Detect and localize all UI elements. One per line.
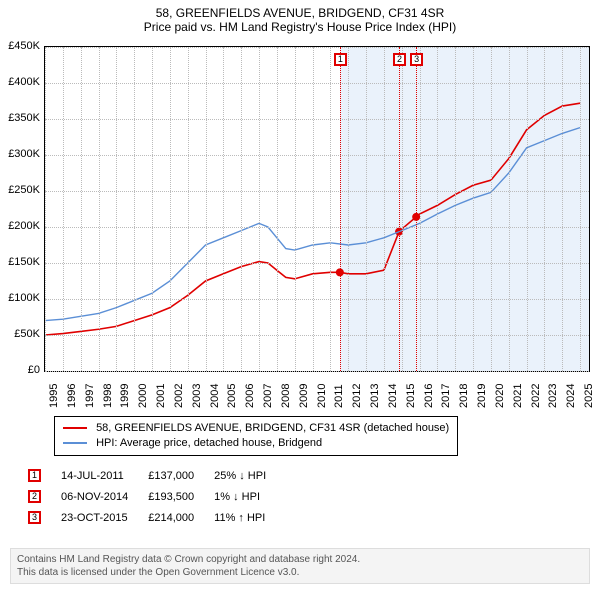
legend-swatch [63, 427, 87, 429]
x-tick-label: 2017 [440, 384, 452, 408]
event-price: £214,000 [148, 508, 212, 527]
price-chart: 1 23 [44, 46, 590, 372]
y-tick-label: £250K [4, 184, 40, 196]
x-tick-label: 2009 [298, 384, 310, 408]
x-tick-label: 2005 [226, 384, 238, 408]
x-tick-label: 2008 [280, 384, 292, 408]
legend-label: 58, GREENFIELDS AVENUE, BRIDGEND, CF31 4… [96, 422, 449, 434]
x-tick-label: 1999 [119, 384, 131, 408]
event-marker: 3 [410, 53, 423, 66]
event-marker-cell: 3 [28, 511, 41, 524]
y-tick-label: £0 [4, 364, 40, 376]
x-tick-label: 2019 [476, 384, 488, 408]
event-date: 23-OCT-2015 [61, 508, 146, 527]
event-row: 2 06-NOV-2014£193,5001% ↓ HPI [28, 487, 284, 506]
x-tick-label: 2001 [155, 384, 167, 408]
event-row: 1 14-JUL-2011£137,00025% ↓ HPI [28, 466, 284, 485]
x-tick-label: 2000 [137, 384, 149, 408]
chart-legend: 58, GREENFIELDS AVENUE, BRIDGEND, CF31 4… [54, 416, 458, 456]
y-tick-label: £200K [4, 220, 40, 232]
x-tick-label: 2003 [191, 384, 203, 408]
y-tick-label: £150K [4, 256, 40, 268]
x-tick-label: 1995 [48, 384, 60, 408]
x-tick-label: 2013 [369, 384, 381, 408]
legend-label: HPI: Average price, detached house, Brid… [96, 437, 322, 449]
event-marker: 2 [393, 53, 406, 66]
x-tick-label: 1997 [84, 384, 96, 408]
x-tick-label: 2016 [423, 384, 435, 408]
chart-container: 58, GREENFIELDS AVENUE, BRIDGEND, CF31 4… [0, 0, 600, 590]
x-tick-label: 2022 [530, 384, 542, 408]
x-tick-label: 2002 [173, 384, 185, 408]
x-tick-label: 2021 [512, 384, 524, 408]
footer-line: Contains HM Land Registry data © Crown c… [17, 553, 583, 566]
x-tick-label: 2020 [494, 384, 506, 408]
event-row: 3 23-OCT-2015£214,00011% ↑ HPI [28, 508, 284, 527]
event-price: £137,000 [148, 466, 212, 485]
x-tick-label: 2011 [333, 384, 345, 408]
event-marker-cell: 2 [28, 490, 41, 503]
x-tick-label: 2006 [244, 384, 256, 408]
y-tick-label: £100K [4, 292, 40, 304]
y-tick-label: £300K [4, 148, 40, 160]
x-tick-label: 2007 [262, 384, 274, 408]
x-tick-label: 2015 [405, 384, 417, 408]
attribution-footer: Contains HM Land Registry data © Crown c… [10, 548, 590, 584]
x-tick-label: 2025 [583, 384, 595, 408]
x-tick-label: 1998 [102, 384, 114, 408]
x-tick-label: 2014 [387, 384, 399, 408]
x-tick-label: 1996 [66, 384, 78, 408]
event-date: 06-NOV-2014 [61, 487, 146, 506]
y-tick-label: £400K [4, 76, 40, 88]
event-delta: 1% ↓ HPI [214, 487, 284, 506]
event-marker-cell: 1 [28, 469, 41, 482]
y-tick-label: £450K [4, 40, 40, 52]
events-table: 1 14-JUL-2011£137,00025% ↓ HPI 2 06-NOV-201… [26, 464, 286, 529]
y-tick-label: £50K [4, 328, 40, 340]
page-title: 58, GREENFIELDS AVENUE, BRIDGEND, CF31 4… [0, 0, 600, 20]
footer-line: This data is licensed under the Open Gov… [17, 566, 583, 579]
event-price: £193,500 [148, 487, 212, 506]
page-subtitle: Price paid vs. HM Land Registry's House … [0, 20, 600, 36]
event-delta: 11% ↑ HPI [214, 508, 284, 527]
event-date: 14-JUL-2011 [61, 466, 146, 485]
x-tick-label: 2012 [351, 384, 363, 408]
chart-svg [45, 47, 589, 371]
x-tick-label: 2023 [547, 384, 559, 408]
event-marker: 1 [334, 53, 347, 66]
y-tick-label: £350K [4, 112, 40, 124]
legend-item: HPI: Average price, detached house, Brid… [63, 436, 449, 451]
event-delta: 25% ↓ HPI [214, 466, 284, 485]
legend-item: 58, GREENFIELDS AVENUE, BRIDGEND, CF31 4… [63, 421, 449, 436]
legend-swatch [63, 442, 87, 444]
x-tick-label: 2018 [458, 384, 470, 408]
x-tick-label: 2010 [316, 384, 328, 408]
x-tick-label: 2024 [565, 384, 577, 408]
x-tick-label: 2004 [209, 384, 221, 408]
